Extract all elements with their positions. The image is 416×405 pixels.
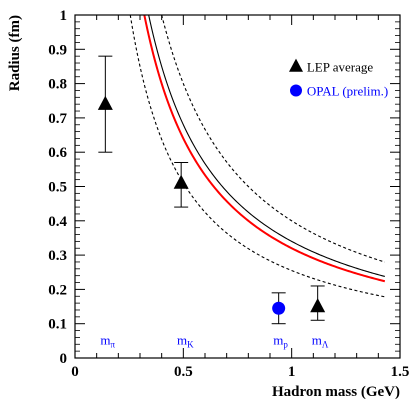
legend-label-opal: OPAL (prelim.) xyxy=(307,83,388,98)
lep-average-marker xyxy=(310,298,326,313)
mass-label: mΛ xyxy=(312,332,329,349)
data-points xyxy=(97,55,326,325)
red-fit-curve xyxy=(143,15,386,283)
legend: LEP average OPAL (prelim.) xyxy=(289,58,388,98)
y-tick-label: 0.5 xyxy=(48,180,67,196)
mass-label: mp xyxy=(273,332,288,349)
lep-average-marker xyxy=(173,174,189,189)
dashed-band-curve xyxy=(129,15,385,298)
lep-average-marker xyxy=(97,95,113,110)
y-tick-label: 0 xyxy=(60,351,68,367)
legend-label-lep: LEP average xyxy=(307,59,374,74)
y-tick-label: 0.4 xyxy=(48,214,67,230)
dashed-band-curve xyxy=(161,15,385,263)
y-tick-label: 0.1 xyxy=(48,317,67,333)
y-tick-label: 0.6 xyxy=(48,145,67,161)
y-axis-label: Radius (fm) xyxy=(7,15,23,91)
mass-label: mπ xyxy=(100,332,115,349)
hadron-mass-labels: mπ mK mp mΛ xyxy=(100,332,329,349)
y-tick-label: 0.3 xyxy=(48,248,67,264)
legend-triangle-icon xyxy=(289,58,303,72)
y-tick-label: 1 xyxy=(60,8,68,24)
y-tick-label: 0.2 xyxy=(48,282,67,298)
x-axis-label: Hadron mass (GeV) xyxy=(272,384,400,400)
x-tick-label: 0 xyxy=(71,364,79,380)
legend-circle-icon xyxy=(290,84,302,97)
mass-label: mK xyxy=(177,332,194,349)
y-tick-label: 0.8 xyxy=(48,77,67,93)
model-curves xyxy=(129,15,386,298)
black-fit-curve xyxy=(148,15,385,277)
x-tick-label: 0.5 xyxy=(174,364,193,380)
y-tick-label: 0.9 xyxy=(48,42,67,58)
opal-marker xyxy=(272,301,286,315)
x-tick-label: 1.5 xyxy=(391,364,410,380)
x-tick-label: 1 xyxy=(288,364,296,380)
axis-ticks: 0 0.1 0.2 0.3 0.4 0.5 0.6 0.7 0.8 0.9 1 0 0.5 1 1.5 xyxy=(48,8,409,380)
y-tick-label: 0.7 xyxy=(48,111,67,127)
